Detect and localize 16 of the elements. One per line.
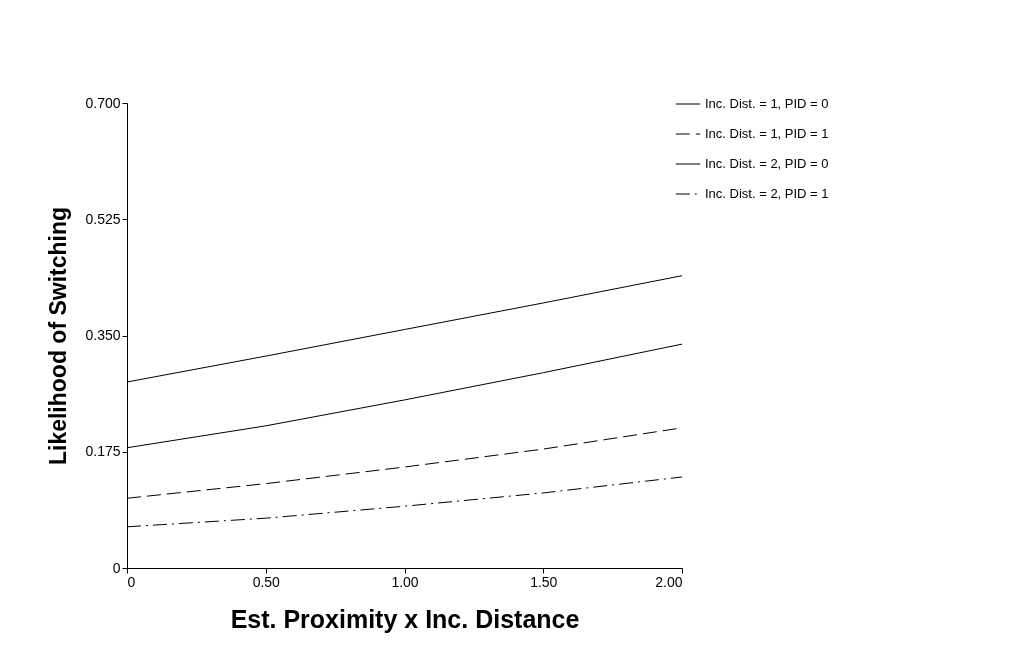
legend-label: Inc. Dist. = 2, PID = 1 bbox=[705, 186, 829, 201]
legend-label: Inc. Dist. = 2, PID = 0 bbox=[705, 156, 829, 171]
y-tick-label: 0.525 bbox=[85, 210, 121, 227]
x-tick-label: 1.50 bbox=[530, 573, 558, 590]
y-tick-label: 0.350 bbox=[85, 327, 121, 343]
x-tick-label: 0 bbox=[127, 573, 136, 590]
y-tick-label: 0 bbox=[112, 559, 121, 576]
y-tick-label: 0.175 bbox=[85, 443, 121, 460]
x-axis-title: Est. Proximity x Inc. Distance bbox=[230, 604, 580, 633]
x-tick-label: 0.50 bbox=[252, 573, 281, 590]
legend-label: Inc. Dist. = 1, PID = 0 bbox=[705, 96, 829, 111]
x-tick-label: 1.00 bbox=[391, 573, 419, 590]
x-tick-label: 2.00 bbox=[655, 573, 683, 590]
y-tick-label: 0.700 bbox=[85, 94, 121, 111]
y-axis-title: Likelihood of Switching bbox=[45, 206, 72, 466]
legend-label: Inc. Dist. = 1, PID = 1 bbox=[705, 126, 829, 141]
